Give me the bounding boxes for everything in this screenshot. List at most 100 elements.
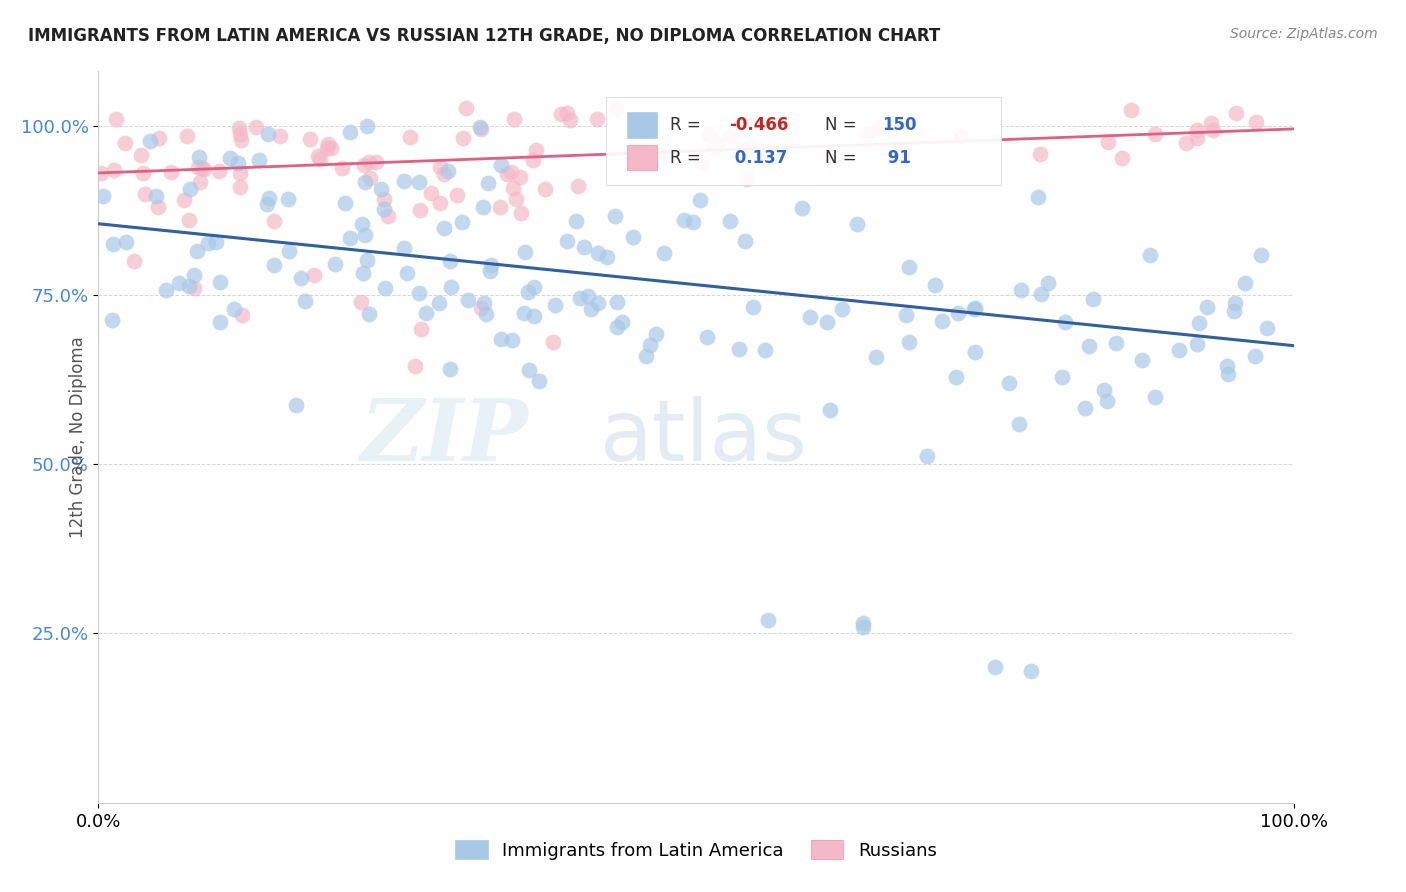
Point xyxy=(754,343,776,358)
Text: IMMIGRANTS FROM LATIN AMERICA VS RUSSIAN 12TH GRADE, NO DIPLOMA CORRELATION CHAR: IMMIGRANTS FROM LATIN AMERICA VS RUSSIAN… xyxy=(28,27,941,45)
Point xyxy=(1202,123,1225,137)
Point xyxy=(945,369,967,384)
Point xyxy=(1185,337,1208,351)
Point xyxy=(697,128,720,142)
Point xyxy=(503,112,526,126)
Point xyxy=(856,127,879,141)
Point xyxy=(229,166,252,180)
Point xyxy=(718,129,741,144)
Point xyxy=(718,213,741,227)
Point xyxy=(523,279,546,293)
Point xyxy=(479,258,502,272)
Point xyxy=(103,162,125,177)
Point xyxy=(672,213,695,227)
Point xyxy=(1053,315,1076,329)
Point xyxy=(468,120,491,134)
Point xyxy=(350,294,373,309)
Bar xyxy=(627,145,657,170)
Point xyxy=(352,266,374,280)
Point xyxy=(517,285,540,299)
Point xyxy=(509,205,531,219)
Point xyxy=(294,294,316,309)
Point xyxy=(228,120,250,135)
Point xyxy=(183,281,205,295)
Point xyxy=(550,107,572,121)
Point xyxy=(568,291,591,305)
Point xyxy=(512,306,534,320)
Text: R =: R = xyxy=(669,116,706,134)
Point xyxy=(567,178,589,193)
Point xyxy=(339,231,361,245)
Point xyxy=(429,160,451,174)
Point xyxy=(524,143,547,157)
Point xyxy=(1029,286,1052,301)
Point xyxy=(509,169,531,184)
Point xyxy=(191,161,214,175)
Point xyxy=(411,322,433,336)
Point xyxy=(208,163,231,178)
Point xyxy=(852,620,875,634)
Point xyxy=(638,337,661,351)
Point xyxy=(1244,115,1267,129)
Point xyxy=(139,134,162,148)
Point xyxy=(489,333,512,347)
Point xyxy=(433,167,456,181)
Point xyxy=(501,333,523,347)
Point xyxy=(740,140,762,154)
Point xyxy=(359,170,381,185)
Point xyxy=(499,164,522,178)
Point xyxy=(353,227,375,242)
Text: atlas: atlas xyxy=(600,395,808,479)
Point xyxy=(1050,369,1073,384)
Point xyxy=(370,182,392,196)
Point xyxy=(173,193,195,207)
Point xyxy=(440,279,463,293)
Point xyxy=(114,136,136,150)
Point xyxy=(330,161,353,175)
Point xyxy=(183,268,205,282)
Point xyxy=(408,175,430,189)
Point xyxy=(818,151,841,165)
Point xyxy=(689,193,711,207)
Point xyxy=(245,120,267,134)
Point xyxy=(229,127,252,141)
Point xyxy=(1097,393,1119,408)
Point xyxy=(579,301,602,316)
Point xyxy=(541,335,564,350)
Point xyxy=(624,141,647,155)
Point xyxy=(409,202,432,217)
Point xyxy=(706,136,728,151)
Point xyxy=(523,309,546,323)
Point xyxy=(965,301,987,315)
Point xyxy=(965,345,987,359)
Point xyxy=(398,130,420,145)
Point xyxy=(868,121,890,136)
Point xyxy=(818,402,841,417)
Point xyxy=(471,201,494,215)
Point xyxy=(276,192,298,206)
Point xyxy=(846,217,869,231)
Point xyxy=(1234,277,1257,291)
Point xyxy=(534,182,557,196)
Point xyxy=(479,264,502,278)
Point xyxy=(644,326,666,341)
Point xyxy=(682,215,704,229)
FancyBboxPatch shape xyxy=(606,97,1001,185)
Point xyxy=(353,158,375,172)
Point xyxy=(134,187,156,202)
Point xyxy=(350,217,373,231)
Point xyxy=(544,298,567,312)
Point xyxy=(505,192,527,206)
Point xyxy=(256,196,278,211)
Point xyxy=(655,148,678,162)
Point xyxy=(984,660,1007,674)
Point xyxy=(160,165,183,179)
Point xyxy=(1026,190,1049,204)
Point xyxy=(208,315,231,329)
Point xyxy=(316,136,339,151)
Text: N =: N = xyxy=(825,149,862,167)
Point xyxy=(734,234,756,248)
Y-axis label: 12th Grade, No Diploma: 12th Grade, No Diploma xyxy=(69,336,87,538)
Point xyxy=(373,202,395,216)
Point xyxy=(187,161,209,175)
